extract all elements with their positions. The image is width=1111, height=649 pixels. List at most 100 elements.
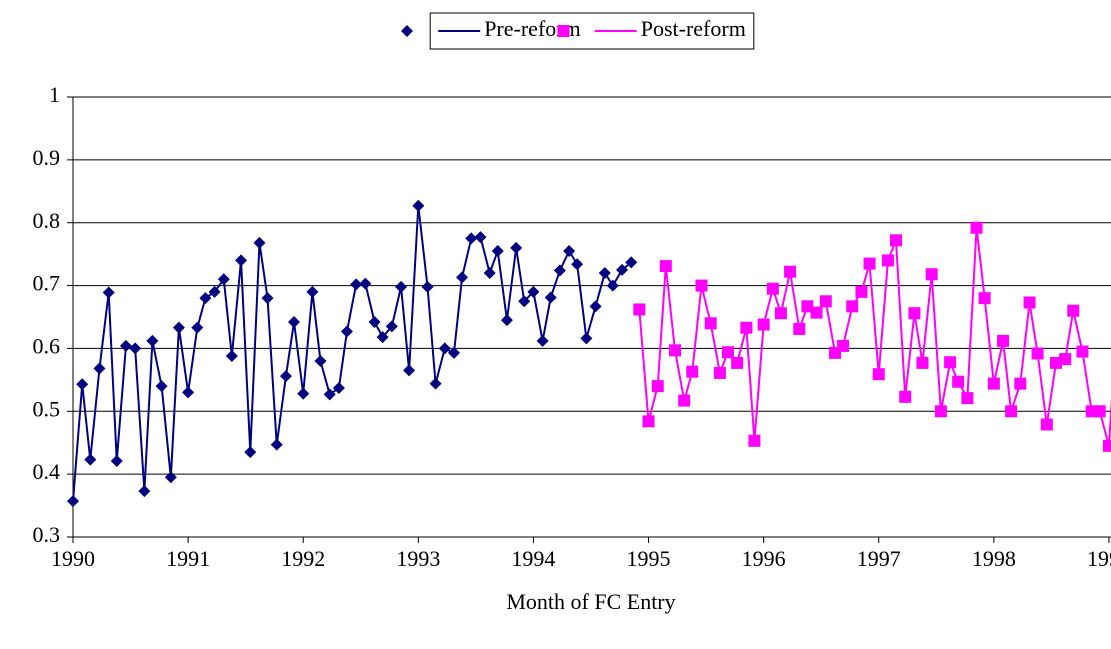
data-point: [881, 254, 894, 267]
legend-box: [429, 12, 755, 50]
data-point: [766, 282, 779, 295]
data-point: [774, 307, 787, 320]
data-point: [678, 394, 691, 407]
data-point: [491, 245, 504, 257]
data-point: [270, 438, 283, 451]
series-line: [72, 205, 632, 502]
data-point: [997, 334, 1010, 347]
data-point: [616, 263, 629, 276]
data-point: [686, 365, 699, 378]
data-point: [731, 356, 744, 369]
data-point: [589, 300, 602, 313]
data-point: [925, 268, 938, 281]
data-point: [288, 316, 301, 329]
data-point: [748, 434, 761, 447]
data-point: [571, 258, 584, 271]
y-tick-label: 0.3: [33, 522, 61, 547]
data-point: [740, 321, 753, 334]
data-point: [1040, 418, 1053, 431]
data-point: [350, 278, 363, 291]
data-point: [855, 285, 868, 298]
data-point: [1023, 296, 1036, 309]
data-point: [934, 405, 947, 418]
x-axis-label: Month of FC Entry: [506, 589, 675, 614]
data-point: [553, 264, 566, 277]
data-point: [784, 265, 797, 278]
data-point: [987, 377, 1000, 390]
data-point: [899, 390, 912, 403]
data-point: [93, 362, 106, 375]
data-point: [890, 234, 903, 247]
data-point: [1076, 345, 1089, 358]
x-tick-label: 1992: [281, 546, 325, 571]
data-point: [297, 387, 310, 400]
data-point: [438, 342, 451, 355]
data-point: [119, 339, 132, 352]
legend-label: Post-reform: [641, 16, 746, 41]
data-point: [483, 267, 496, 279]
data-point: [146, 334, 159, 347]
data-point: [1049, 356, 1062, 369]
data-point: [916, 356, 929, 369]
data-point: [385, 320, 398, 333]
data-point: [1067, 304, 1080, 317]
data-point: [465, 232, 478, 245]
data-point: [651, 380, 664, 393]
x-tick-label: 1996: [742, 546, 786, 571]
data-point: [217, 273, 230, 286]
data-point: [563, 245, 576, 257]
data-point: [279, 370, 292, 383]
data-point: [102, 286, 115, 299]
data-point: [669, 344, 682, 357]
data-point: [695, 279, 708, 292]
data-point: [863, 257, 876, 270]
data-point: [376, 331, 389, 344]
data-point: [846, 300, 859, 313]
x-tick-label: 1995: [627, 546, 671, 571]
data-point: [1014, 377, 1027, 390]
legend: Pre-reform Post-reform: [429, 12, 755, 50]
y-tick-label: 0.8: [33, 208, 61, 233]
x-tick-label: 1990: [51, 546, 95, 571]
data-point: [332, 382, 345, 395]
data-point: [138, 485, 151, 498]
data-point: [606, 279, 619, 292]
data-point: [474, 231, 487, 244]
data-point: [1102, 439, 1111, 452]
data-point: [412, 199, 425, 212]
data-point: [1005, 405, 1018, 418]
data-point: [536, 334, 549, 347]
data-point: [978, 292, 991, 305]
data-point: [76, 378, 89, 391]
data-point: [500, 314, 513, 327]
data-point: [447, 346, 460, 359]
data-point: [544, 291, 557, 304]
data-point: [704, 317, 717, 330]
data-point: [721, 346, 734, 359]
data-point: [172, 321, 185, 334]
data-point: [633, 303, 646, 316]
data-point: [429, 377, 442, 390]
x-tick-label: 1994: [511, 546, 555, 571]
data-point: [1031, 347, 1044, 360]
data-point: [403, 364, 416, 377]
data-point: [199, 292, 212, 305]
data-point: [1093, 405, 1106, 418]
data-point: [244, 446, 257, 459]
data-point: [191, 321, 204, 334]
data-point: [908, 307, 921, 320]
data-point: [625, 256, 638, 269]
data-point: [793, 322, 806, 335]
data-point: [456, 271, 469, 284]
data-point: [757, 318, 770, 331]
data-point: [261, 292, 274, 305]
data-point: [359, 277, 372, 290]
data-point: [952, 375, 965, 388]
data-point: [155, 380, 168, 393]
data-point: [518, 295, 531, 308]
x-tick-label: 1999: [1087, 546, 1111, 571]
data-point: [837, 339, 850, 352]
data-point: [970, 221, 983, 234]
y-tick-label: 0.5: [33, 396, 61, 421]
